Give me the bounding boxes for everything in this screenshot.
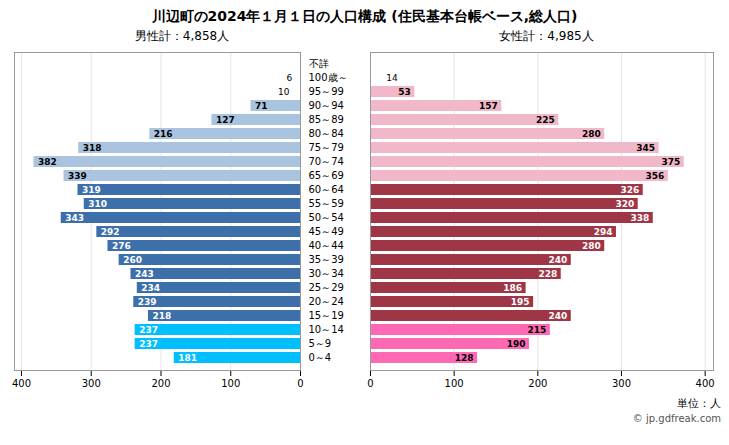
svg-text:234: 234 (141, 283, 160, 293)
svg-text:10: 10 (278, 87, 290, 97)
svg-text:70～74: 70～74 (309, 156, 344, 167)
svg-text:218: 218 (152, 311, 171, 321)
svg-text:400: 400 (696, 378, 715, 389)
svg-text:35～39: 35～39 (309, 254, 344, 265)
svg-text:128: 128 (455, 353, 474, 363)
svg-text:375: 375 (661, 157, 680, 167)
svg-text:181: 181 (178, 353, 197, 363)
svg-text:280: 280 (582, 129, 601, 139)
svg-text:339: 339 (68, 171, 87, 181)
svg-text:不詳: 不詳 (309, 58, 329, 69)
svg-text:195: 195 (511, 297, 530, 307)
svg-text:90～94: 90～94 (309, 100, 344, 111)
svg-text:15～19: 15～19 (309, 310, 344, 321)
svg-text:100: 100 (445, 378, 464, 389)
svg-text:30～34: 30～34 (309, 268, 344, 279)
svg-text:320: 320 (615, 199, 634, 209)
svg-text:276: 276 (112, 241, 131, 251)
svg-text:280: 280 (582, 241, 601, 251)
svg-text:5～9: 5～9 (309, 338, 332, 349)
svg-text:80～84: 80～84 (309, 128, 344, 139)
svg-text:100歳～: 100歳～ (309, 72, 348, 83)
svg-text:75～79: 75～79 (309, 142, 344, 153)
svg-text:55～59: 55～59 (309, 198, 344, 209)
svg-text:382: 382 (38, 157, 57, 167)
svg-text:216: 216 (154, 129, 173, 139)
svg-text:100: 100 (221, 378, 240, 389)
html-text:© jp.gdfreak.com: © jp.gdfreak.com (632, 413, 721, 424)
svg-text:20～24: 20～24 (309, 296, 344, 307)
svg-text:200: 200 (528, 378, 547, 389)
svg-text:200: 200 (151, 378, 170, 389)
svg-text:0: 0 (297, 378, 303, 389)
svg-text:6: 6 (287, 73, 293, 83)
svg-text:0: 0 (367, 378, 373, 389)
svg-text:240: 240 (548, 311, 567, 321)
svg-text:326: 326 (620, 185, 639, 195)
svg-text:190: 190 (507, 339, 526, 349)
svg-text:319: 319 (82, 185, 101, 195)
svg-text:343: 343 (65, 213, 84, 223)
svg-text:71: 71 (255, 101, 268, 111)
svg-text:10～14: 10～14 (309, 324, 344, 335)
svg-text:300: 300 (612, 378, 631, 389)
svg-text:228: 228 (538, 269, 557, 279)
svg-text:127: 127 (216, 115, 235, 125)
svg-text:338: 338 (630, 213, 649, 223)
svg-text:45～49: 45～49 (309, 226, 344, 237)
svg-text:356: 356 (646, 171, 665, 181)
svg-text:240: 240 (548, 255, 567, 265)
svg-text:0～4: 0～4 (309, 352, 332, 363)
svg-text:50～54: 50～54 (309, 212, 344, 223)
svg-text:237: 237 (139, 339, 158, 349)
svg-text:300: 300 (82, 378, 101, 389)
svg-text:65～69: 65～69 (309, 170, 344, 181)
html-text:川辺町の2024年１月１日の人口構成 (住民基本台帳ベース,: 川辺町の2024年１月１日の人口構成 (住民基本台帳ベース,総人口) (151, 8, 578, 24)
svg-text:310: 310 (88, 199, 107, 209)
svg-text:239: 239 (138, 297, 157, 307)
html-text:女性計：4,985人: 女性計：4,985人 (499, 29, 594, 43)
svg-text:400: 400 (12, 378, 31, 389)
svg-text:215: 215 (528, 325, 547, 335)
svg-text:225: 225 (536, 115, 555, 125)
html-text:男性計：4,858人: 男性計：4,858人 (134, 29, 230, 43)
svg-text:60～64: 60～64 (309, 184, 344, 195)
svg-text:25～29: 25～29 (309, 282, 344, 293)
svg-text:237: 237 (139, 325, 158, 335)
svg-text:85～89: 85～89 (309, 114, 344, 125)
svg-text:292: 292 (101, 227, 120, 237)
svg-text:318: 318 (83, 143, 102, 153)
svg-text:345: 345 (636, 143, 655, 153)
svg-text:243: 243 (135, 269, 154, 279)
svg-text:294: 294 (594, 227, 613, 237)
svg-text:14: 14 (386, 73, 398, 83)
svg-text:40～44: 40～44 (309, 240, 344, 251)
svg-text:186: 186 (503, 283, 522, 293)
svg-text:157: 157 (479, 101, 498, 111)
html-text:単位：人: 単位：人 (677, 397, 721, 410)
svg-text:260: 260 (123, 255, 142, 265)
svg-text:53: 53 (398, 87, 411, 97)
svg-text:95～99: 95～99 (309, 86, 344, 97)
